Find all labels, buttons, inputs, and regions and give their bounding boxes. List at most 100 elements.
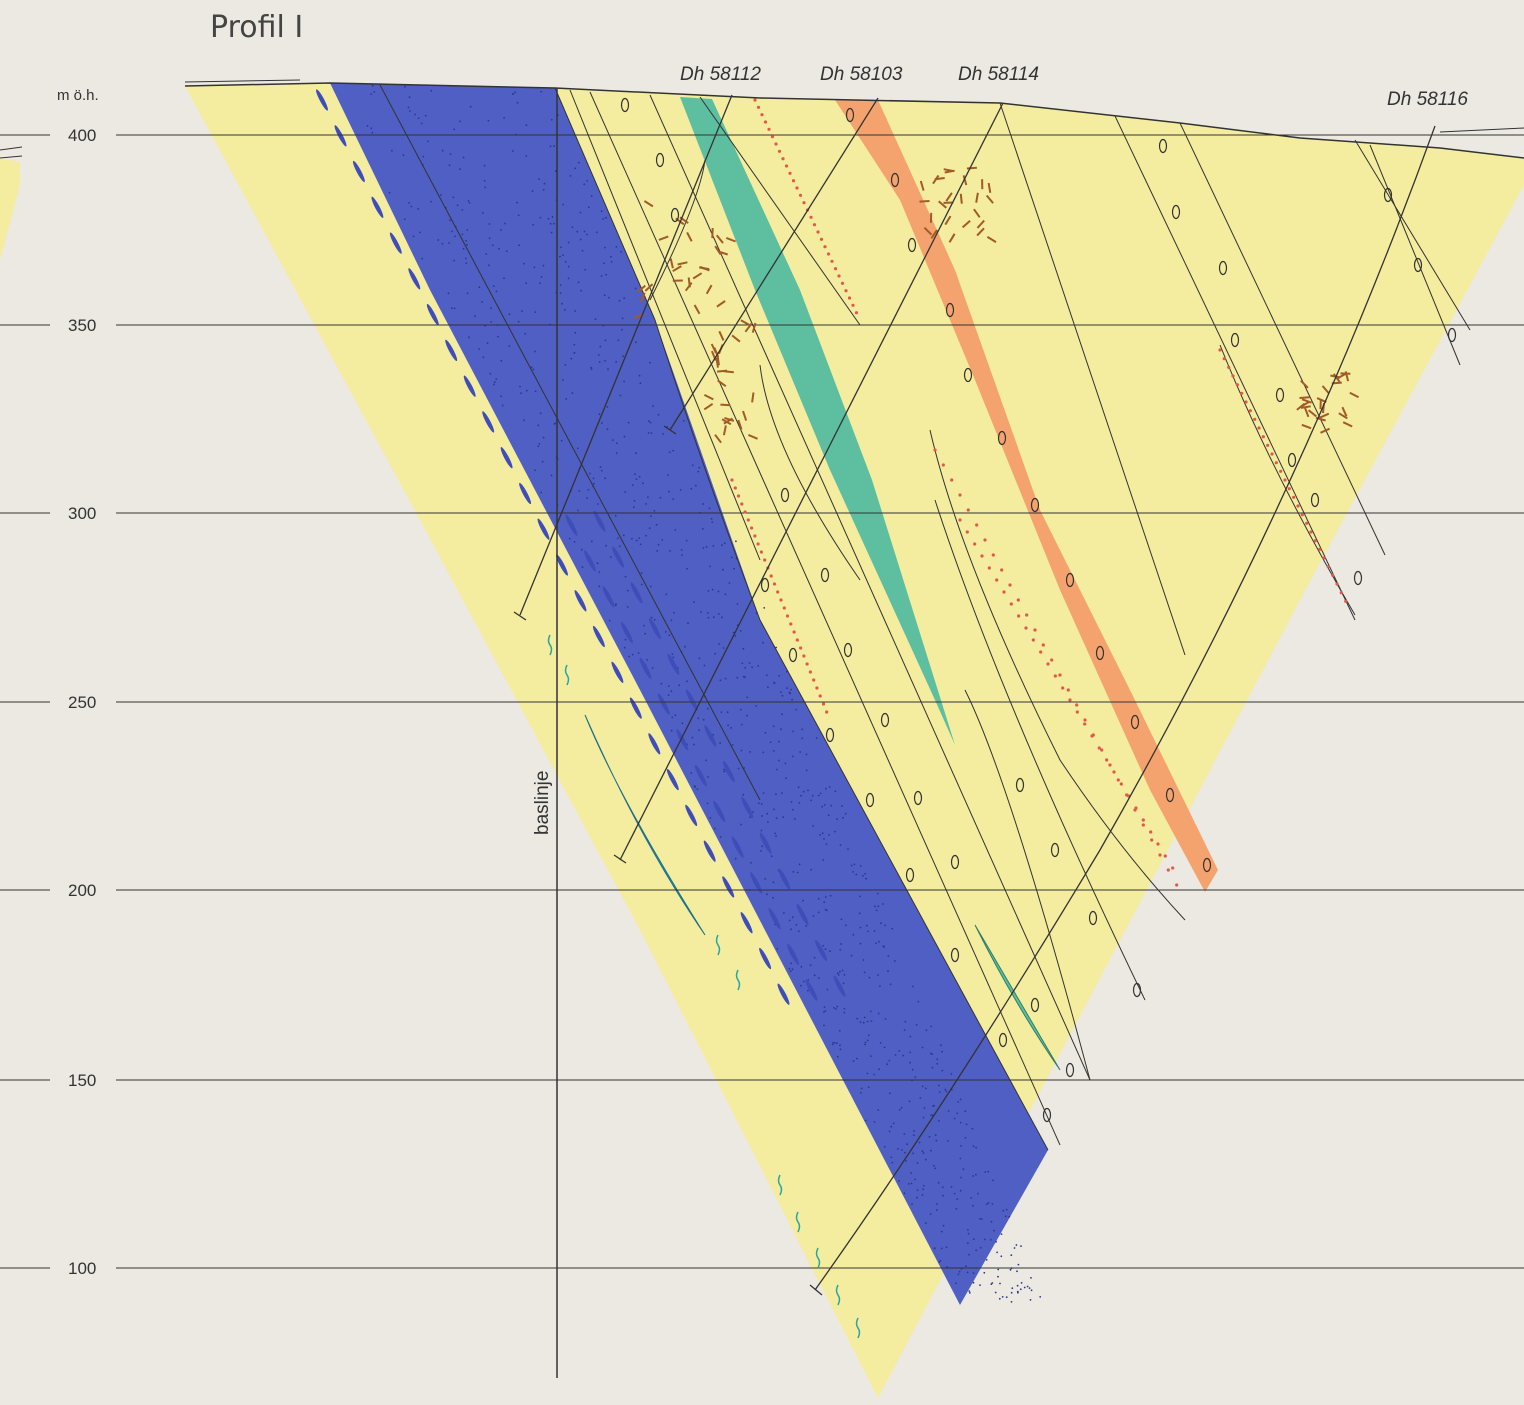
stipple-dot — [638, 537, 640, 539]
red-dot — [1253, 418, 1256, 421]
red-dot — [774, 142, 777, 145]
drillhole-label-dh4: Dh 58116 — [1387, 89, 1468, 110]
stipple-dot — [562, 204, 564, 206]
stipple-dot — [772, 897, 774, 899]
stipple-dot — [526, 124, 528, 126]
stipple-dot — [822, 945, 824, 947]
stipple-dot — [568, 266, 570, 268]
drillhole-label-dh3: Dh 58114 — [958, 64, 1039, 85]
red-dot — [792, 179, 795, 182]
stipple-dot — [975, 1174, 977, 1176]
pebble-mark — [1134, 984, 1141, 997]
stipple-dot — [457, 204, 459, 206]
stipple-dot — [430, 90, 432, 92]
stipple-dot — [562, 254, 564, 256]
stipple-dot — [874, 930, 876, 932]
red-dot — [988, 566, 991, 569]
stipple-dot — [899, 1109, 901, 1111]
stipple-dot — [1010, 1269, 1012, 1271]
stipple-dot — [656, 550, 658, 552]
stipple-dot — [819, 834, 821, 836]
elevation-label-100: 100 — [68, 1259, 96, 1278]
red-dot — [822, 702, 825, 705]
stipple-dot — [807, 790, 809, 792]
stipple-dot — [766, 893, 768, 895]
stipple-dot — [877, 893, 879, 895]
red-dot — [1266, 444, 1269, 447]
stipple-dot — [979, 1284, 981, 1286]
stipple-dot — [597, 503, 599, 505]
stipple-dot — [878, 941, 880, 943]
stipple-dot — [884, 1146, 886, 1148]
stipple-dot — [554, 423, 556, 425]
stipple-dot — [942, 1195, 944, 1197]
stipple-dot — [624, 436, 626, 438]
stipple-dot — [540, 91, 542, 93]
stipple-dot — [867, 1040, 869, 1042]
stipple-dot — [709, 508, 711, 510]
stipple-dot — [1001, 1233, 1003, 1235]
red-dot — [848, 296, 851, 299]
stipple-dot — [832, 1042, 834, 1044]
stipple-dot — [813, 915, 815, 917]
red-dot — [1083, 722, 1086, 725]
stipple-dot — [830, 805, 832, 807]
stipple-dot — [863, 959, 865, 961]
stipple-dot — [883, 945, 885, 947]
red-dot — [1309, 530, 1312, 533]
brown-dash — [720, 405, 730, 406]
stipple-dot — [790, 970, 792, 972]
stipple-dot — [707, 803, 709, 805]
stipple-dot — [620, 251, 622, 253]
stipple-dot — [995, 1241, 997, 1243]
stipple-dot — [651, 432, 653, 434]
stipple-dot — [871, 1020, 873, 1022]
stipple-dot — [765, 732, 767, 734]
stipple-dot — [500, 229, 502, 231]
stipple-dot — [995, 1292, 997, 1294]
stipple-dot — [823, 901, 825, 903]
stipple-dot — [909, 1036, 911, 1038]
stipple-dot — [425, 115, 427, 117]
red-dot — [1061, 686, 1064, 689]
red-dot — [992, 553, 995, 556]
stipple-dot — [403, 154, 405, 156]
stipple-dot — [1029, 1287, 1031, 1289]
stipple-dot — [993, 1230, 995, 1232]
stipple-dot — [925, 1222, 927, 1224]
stipple-dot — [973, 1145, 975, 1147]
red-dot — [740, 502, 743, 505]
red-dot — [851, 304, 854, 307]
stipple-dot — [645, 535, 647, 537]
stipple-dot — [526, 390, 528, 392]
stipple-dot — [823, 1011, 825, 1013]
stipple-dot — [904, 1152, 906, 1154]
stipple-dot — [775, 793, 777, 795]
stipple-dot — [956, 1113, 958, 1115]
stipple-dot — [720, 836, 722, 838]
stipple-dot — [466, 244, 468, 246]
stipple-dot — [842, 817, 844, 819]
stipple-dot — [924, 1107, 926, 1109]
stipple-dot — [749, 662, 751, 664]
stipple-dot — [498, 248, 500, 250]
red-dot — [1150, 838, 1153, 841]
stipple-dot — [562, 379, 564, 381]
stipple-dot — [723, 647, 725, 649]
red-dot — [783, 606, 786, 609]
stipple-dot — [692, 737, 694, 739]
stipple-dot — [859, 896, 861, 898]
stipple-dot — [534, 311, 536, 313]
stipple-dot — [951, 1073, 953, 1075]
stipple-dot — [897, 1148, 899, 1150]
stipple-dot — [683, 420, 685, 422]
stipple-dot — [946, 1246, 948, 1248]
stipple-dot — [551, 119, 553, 121]
stipple-dot — [517, 102, 519, 104]
stipple-dot — [973, 1238, 975, 1240]
stipple-dot — [692, 464, 694, 466]
stipple-dot — [636, 478, 638, 480]
stipple-dot — [824, 804, 826, 806]
red-dot — [834, 267, 837, 270]
stipple-dot — [605, 545, 607, 547]
